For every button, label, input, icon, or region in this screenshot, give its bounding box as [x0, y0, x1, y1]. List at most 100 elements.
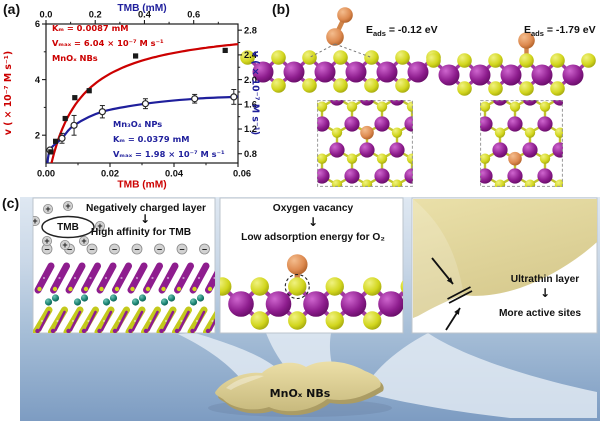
- mn-atom: [265, 291, 292, 317]
- eads-base: E: [366, 24, 374, 36]
- o-atom: [395, 50, 410, 65]
- positive-charge-icon: [60, 239, 71, 250]
- o-atom: [450, 101, 460, 111]
- o2-molecule: [309, 7, 372, 58]
- negative-charge-icon: [154, 243, 165, 255]
- more-active-sites-text: More active sites: [498, 308, 582, 319]
- minus-sign: −: [44, 244, 49, 254]
- crystal-dot: [35, 328, 40, 333]
- tick-label: 0.00: [37, 169, 55, 179]
- o-atom: [539, 101, 551, 112]
- o-atom: [363, 277, 382, 296]
- o-atom: [363, 311, 382, 330]
- tick-label: 4: [35, 75, 41, 85]
- tick-label: 0.06: [233, 169, 251, 179]
- mn-atom: [464, 168, 479, 183]
- mn-atom: [447, 168, 462, 183]
- crystal-dot: [112, 328, 118, 333]
- intercalated-molecule: [73, 298, 82, 306]
- mn-atom: [228, 291, 254, 317]
- positive-charge-icon: [42, 235, 53, 246]
- intercalated-molecule: [189, 298, 198, 306]
- mn-atom: [562, 64, 584, 86]
- o-atom: [550, 81, 565, 96]
- intercalated-molecule: [51, 294, 60, 302]
- mn-atom: [537, 168, 553, 184]
- positive-charge-icon: [79, 235, 90, 246]
- mn-atom: [404, 116, 413, 132]
- vacancy-dashed-circle: [284, 273, 310, 300]
- o-atom: [333, 50, 348, 65]
- mnox-data-point: [62, 115, 68, 122]
- o-atom: [480, 101, 491, 112]
- mn-atom: [374, 116, 390, 132]
- thin-edge-mark: [448, 290, 473, 304]
- o-atom: [457, 53, 472, 68]
- positive-charge-icon: [43, 203, 54, 214]
- mn-atom: [407, 61, 429, 83]
- arrowhead: [454, 308, 460, 315]
- mn-atom: [507, 168, 523, 184]
- panel-b-scene: [240, 7, 597, 187]
- o-atom: [376, 101, 388, 112]
- o-atom: [570, 153, 580, 163]
- o-atom: [494, 127, 506, 138]
- tick-label: 2.0: [244, 75, 257, 85]
- o-atom: [302, 50, 317, 65]
- o-atom: [524, 127, 536, 138]
- intercalated-molecule: [167, 294, 176, 302]
- mn-atom: [389, 100, 405, 106]
- intercalated-molecule: [102, 298, 111, 306]
- axis-title: TMB (mM): [117, 180, 166, 191]
- down-arrow-box3: ↓: [539, 286, 551, 300]
- minus-sign: −: [202, 244, 207, 254]
- crystal-dot: [128, 328, 133, 333]
- tick-label: 0.2: [89, 10, 102, 20]
- intercalated-molecule: [44, 298, 53, 306]
- axis-title: v ( × 10⁻⁷ M s⁻¹): [3, 51, 14, 135]
- mn-atom: [419, 90, 434, 105]
- axis-title: TMB (mM): [117, 3, 166, 14]
- o-atom: [465, 127, 475, 137]
- mn-atom: [434, 168, 449, 183]
- plus-sign: +: [97, 221, 102, 231]
- mn-atom: [582, 142, 597, 157]
- o-atom: [406, 101, 413, 112]
- o-atom: [302, 127, 312, 137]
- mnox-kinetics-annotation: Kₘ = 0.0087 mM: [52, 23, 128, 33]
- o-atom: [437, 153, 447, 163]
- o-atom: [422, 127, 432, 137]
- negatively-charged-layer-text: Negatively charged layer: [85, 203, 207, 214]
- axis-title: v ( × 10⁻⁷ M s⁻¹): [250, 51, 261, 135]
- mn-atom: [344, 168, 360, 184]
- o-atom: [524, 179, 536, 187]
- crystal-dot: [176, 286, 182, 292]
- intercalated-molecule: [160, 298, 169, 306]
- plus-sign: +: [65, 201, 70, 211]
- o-atom: [333, 78, 348, 93]
- mnox-data-point: [133, 53, 139, 59]
- o-atom: [554, 179, 563, 187]
- tick-label: 0.8: [244, 149, 257, 159]
- o-atom: [457, 81, 472, 96]
- mn-atom: [389, 142, 405, 158]
- cell-boundary: [480, 100, 563, 187]
- eads-sub: ads: [373, 29, 386, 39]
- tmb-molecule-label: TMB: [57, 222, 79, 233]
- crystal-dot: [192, 286, 197, 292]
- mn3o4-kinetics-annotation: Kₘ = 0.0379 mM: [113, 134, 189, 144]
- mn-atom: [464, 116, 479, 131]
- mn3o4-data-point: [191, 95, 199, 103]
- o-atom: [271, 50, 286, 65]
- tick-label: 1.2: [244, 124, 257, 134]
- o-atom: [452, 127, 462, 137]
- adsorbed-o-atom: [518, 32, 535, 49]
- crystal-dot: [81, 328, 87, 333]
- o-atom: [302, 78, 317, 93]
- mn3o4-data-point: [141, 100, 150, 108]
- o-atom: [391, 127, 403, 138]
- mn-atom: [567, 116, 582, 131]
- mn-atom: [284, 168, 299, 183]
